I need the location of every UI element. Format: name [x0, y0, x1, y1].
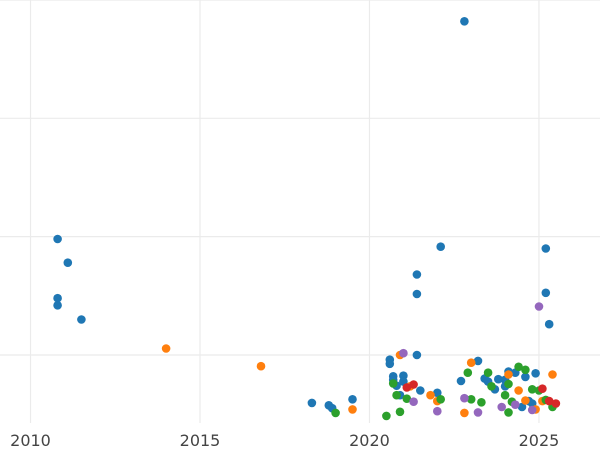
- scatter-point-red: [402, 383, 412, 392]
- scatter-point-blue: [412, 270, 422, 279]
- scatter-point-orange: [504, 370, 513, 379]
- scatter-point-blue: [53, 234, 62, 244]
- scatter-point-blue: [541, 288, 551, 298]
- scatter-point-orange: [426, 390, 435, 400]
- scatter-point-purple: [497, 402, 507, 412]
- scatter-point-blue: [517, 402, 527, 412]
- scatter-point-blue: [63, 258, 73, 268]
- scatter-point-blue: [53, 293, 62, 303]
- scatter-point-orange: [514, 386, 523, 395]
- data-points: [53, 17, 561, 421]
- scatter-point-orange: [548, 370, 557, 379]
- scatter-point-blue: [77, 315, 86, 324]
- x-tick-label: 2010: [10, 431, 51, 450]
- scatter-point-blue: [348, 395, 357, 404]
- scatter-point-blue: [544, 319, 554, 329]
- scatter-point-green: [331, 408, 340, 418]
- scatter-point-purple: [409, 397, 418, 407]
- scatter-point-green: [521, 365, 530, 375]
- scatter-point-orange: [521, 396, 530, 405]
- scatter-point-blue: [412, 289, 422, 299]
- scatter-point-green: [483, 368, 493, 378]
- scatter-point-orange: [460, 408, 469, 418]
- scatter-point-red: [551, 399, 561, 408]
- scatter-point-purple: [473, 408, 483, 417]
- scatter-point-blue: [416, 386, 425, 395]
- scatter-point-blue: [456, 376, 466, 386]
- scatter-point-blue: [307, 398, 317, 408]
- scatter-point-blue: [433, 388, 442, 398]
- scatter-point-green: [504, 379, 513, 389]
- scatter-point-green: [388, 379, 398, 388]
- scatter-point-green: [504, 408, 513, 417]
- scatter-point-green: [392, 390, 401, 400]
- scatter-point-purple: [527, 405, 537, 415]
- scatter-point-red: [538, 384, 547, 394]
- x-tick-label: 2020: [349, 431, 390, 450]
- scatter-point-green: [395, 407, 405, 417]
- scatter-point-blue: [473, 356, 483, 366]
- scatter-point-green: [500, 390, 510, 400]
- scatter-point-purple: [511, 400, 520, 410]
- scatter-point-orange: [256, 361, 266, 371]
- scatter-point-green: [477, 398, 486, 407]
- scatter-point-purple: [534, 302, 544, 311]
- scatter-point-purple: [399, 348, 408, 358]
- x-axis-ticks: 2010 2015 2020 2025: [10, 431, 559, 450]
- scatter-point-purple: [433, 406, 442, 416]
- scatter-point-red: [544, 396, 554, 406]
- scatter-point-purple: [460, 393, 469, 403]
- scatter-point-blue: [521, 372, 530, 382]
- scatter-point-orange: [348, 405, 357, 414]
- scatter-point-blue: [494, 374, 503, 384]
- scatter-point-red: [409, 380, 418, 389]
- scatter-point-green: [514, 362, 523, 372]
- scatter-point-green: [436, 395, 446, 404]
- scatter-point-green: [463, 368, 473, 378]
- scatter-point-green: [466, 395, 476, 404]
- scatter-point-blue: [385, 359, 395, 369]
- scatter-point-orange: [161, 344, 171, 353]
- scatter-point-green: [527, 385, 537, 394]
- scatter-point-green: [382, 411, 391, 421]
- scatter-point-green: [487, 382, 496, 391]
- x-tick-label: 2015: [180, 431, 221, 450]
- grid: [0, 0, 600, 423]
- scatter-point-blue: [436, 242, 446, 251]
- scatter-point-blue: [53, 301, 62, 310]
- scatter-point-blue: [531, 369, 540, 378]
- x-tick-label: 2025: [519, 431, 560, 450]
- scatter-point-orange: [466, 358, 476, 368]
- scatter-point-blue: [399, 371, 408, 381]
- scatter-point-blue: [541, 244, 551, 253]
- scatter-point-green: [402, 394, 412, 404]
- scatter-point-blue: [412, 350, 422, 360]
- scatter-point-blue: [460, 17, 469, 26]
